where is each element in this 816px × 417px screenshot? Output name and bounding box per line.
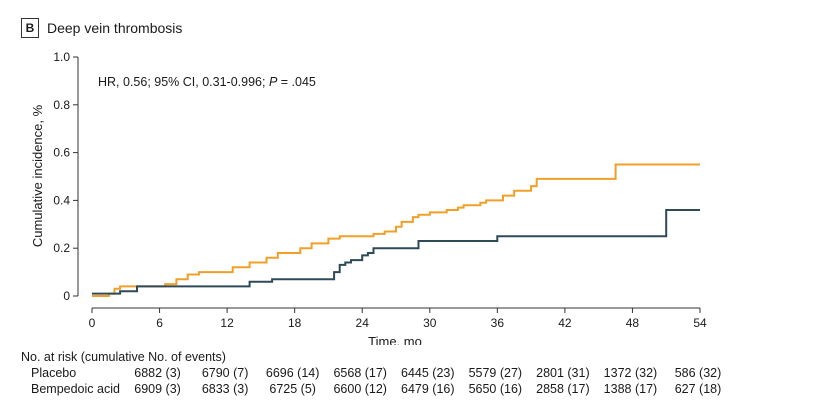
risk-cell: 6696 (14)	[265, 366, 320, 380]
risk-cell: 2801 (31)	[536, 366, 590, 380]
x-tick-label: 12	[220, 316, 234, 330]
risk-cell: 6445 (23)	[401, 366, 455, 380]
panel-header: B Deep vein thrombosis	[21, 18, 182, 38]
risk-row-bempedoic-acid: Bempedoic acid 6909 (3) 6833 (3) 6725 (5) 66…	[21, 381, 721, 397]
ticks: 0 0.2 0.4 0.6 0.8 1.0 0 6 12 18 24 30 36 42 48 54	[53, 50, 707, 330]
risk-row-label: Placebo	[31, 366, 77, 380]
hr-annotation: HR, 0.56; 95% CI, 0.31-0.996; P = .045	[98, 75, 316, 89]
panel-letter: B	[21, 18, 39, 38]
y-tick-label: 0.4	[53, 193, 70, 207]
risk-cell: 6600 (12)	[333, 382, 387, 396]
x-tick-label: 6	[156, 316, 163, 330]
risk-cell: 6725 (5)	[269, 382, 316, 396]
risk-cell: 1388 (17)	[603, 382, 658, 396]
risk-table-title: No. at risk (cumulative No. of events)	[21, 350, 226, 364]
risk-cell: 6882 (3)	[134, 366, 181, 380]
risk-cell: 2858 (17)	[536, 382, 590, 396]
x-tick-label: 42	[558, 316, 572, 330]
risk-cell: 6568 (17)	[333, 366, 387, 380]
x-tick-label: 24	[356, 316, 370, 330]
risk-table: No. at risk (cumulative No. of events) P…	[21, 349, 721, 397]
risk-cell: 6909 (3)	[134, 382, 181, 396]
x-tick-label: 48	[626, 316, 640, 330]
y-axis-label: Cumulative incidence, %	[30, 104, 45, 247]
risk-cell: 586 (32)	[674, 366, 722, 380]
axes	[77, 57, 700, 309]
risk-cell: 5579 (27)	[468, 366, 523, 380]
series-line-placebo	[92, 163, 700, 297]
y-tick-label: 0	[63, 289, 70, 303]
series-lines	[92, 163, 700, 297]
risk-cell: 6790 (7)	[201, 366, 249, 380]
y-tick-label: 0.2	[53, 241, 70, 255]
x-tick-label: 0	[89, 316, 96, 330]
y-tick-label: 0.8	[53, 98, 70, 112]
risk-cell: 5650 (16)	[468, 382, 523, 396]
x-axis-label: Time, mo	[368, 334, 422, 345]
risk-cell: 6479 (16)	[401, 382, 455, 396]
x-tick-label: 18	[288, 316, 302, 330]
risk-row-placebo: Placebo 6882 (3) 6790 (7) 6696 (14) 6568 (17…	[21, 365, 721, 381]
y-tick-label: 0.6	[53, 146, 70, 160]
y-tick-label: 1.0	[53, 50, 70, 64]
risk-cell: 6833 (3)	[201, 382, 249, 396]
chart-title: Deep vein thrombosis	[47, 20, 183, 36]
x-tick-label: 54	[693, 316, 707, 330]
x-tick-label: 30	[423, 316, 437, 330]
risk-row-label: Bempedoic acid	[31, 382, 120, 396]
series-line-bempedoic-acid	[92, 209, 700, 295]
risk-cell: 627 (18)	[674, 382, 722, 396]
x-tick-label: 36	[491, 316, 505, 330]
chart: 0 0.2 0.4 0.6 0.8 1.0 0 6 12 18 24 30 36 42 48 54 HR, 0…	[30, 50, 707, 345]
risk-table-rows: Placebo 6882 (3) 6790 (7) 6696 (14) 6568 (17…	[21, 365, 721, 397]
risk-cell: 1372 (32)	[603, 366, 658, 380]
